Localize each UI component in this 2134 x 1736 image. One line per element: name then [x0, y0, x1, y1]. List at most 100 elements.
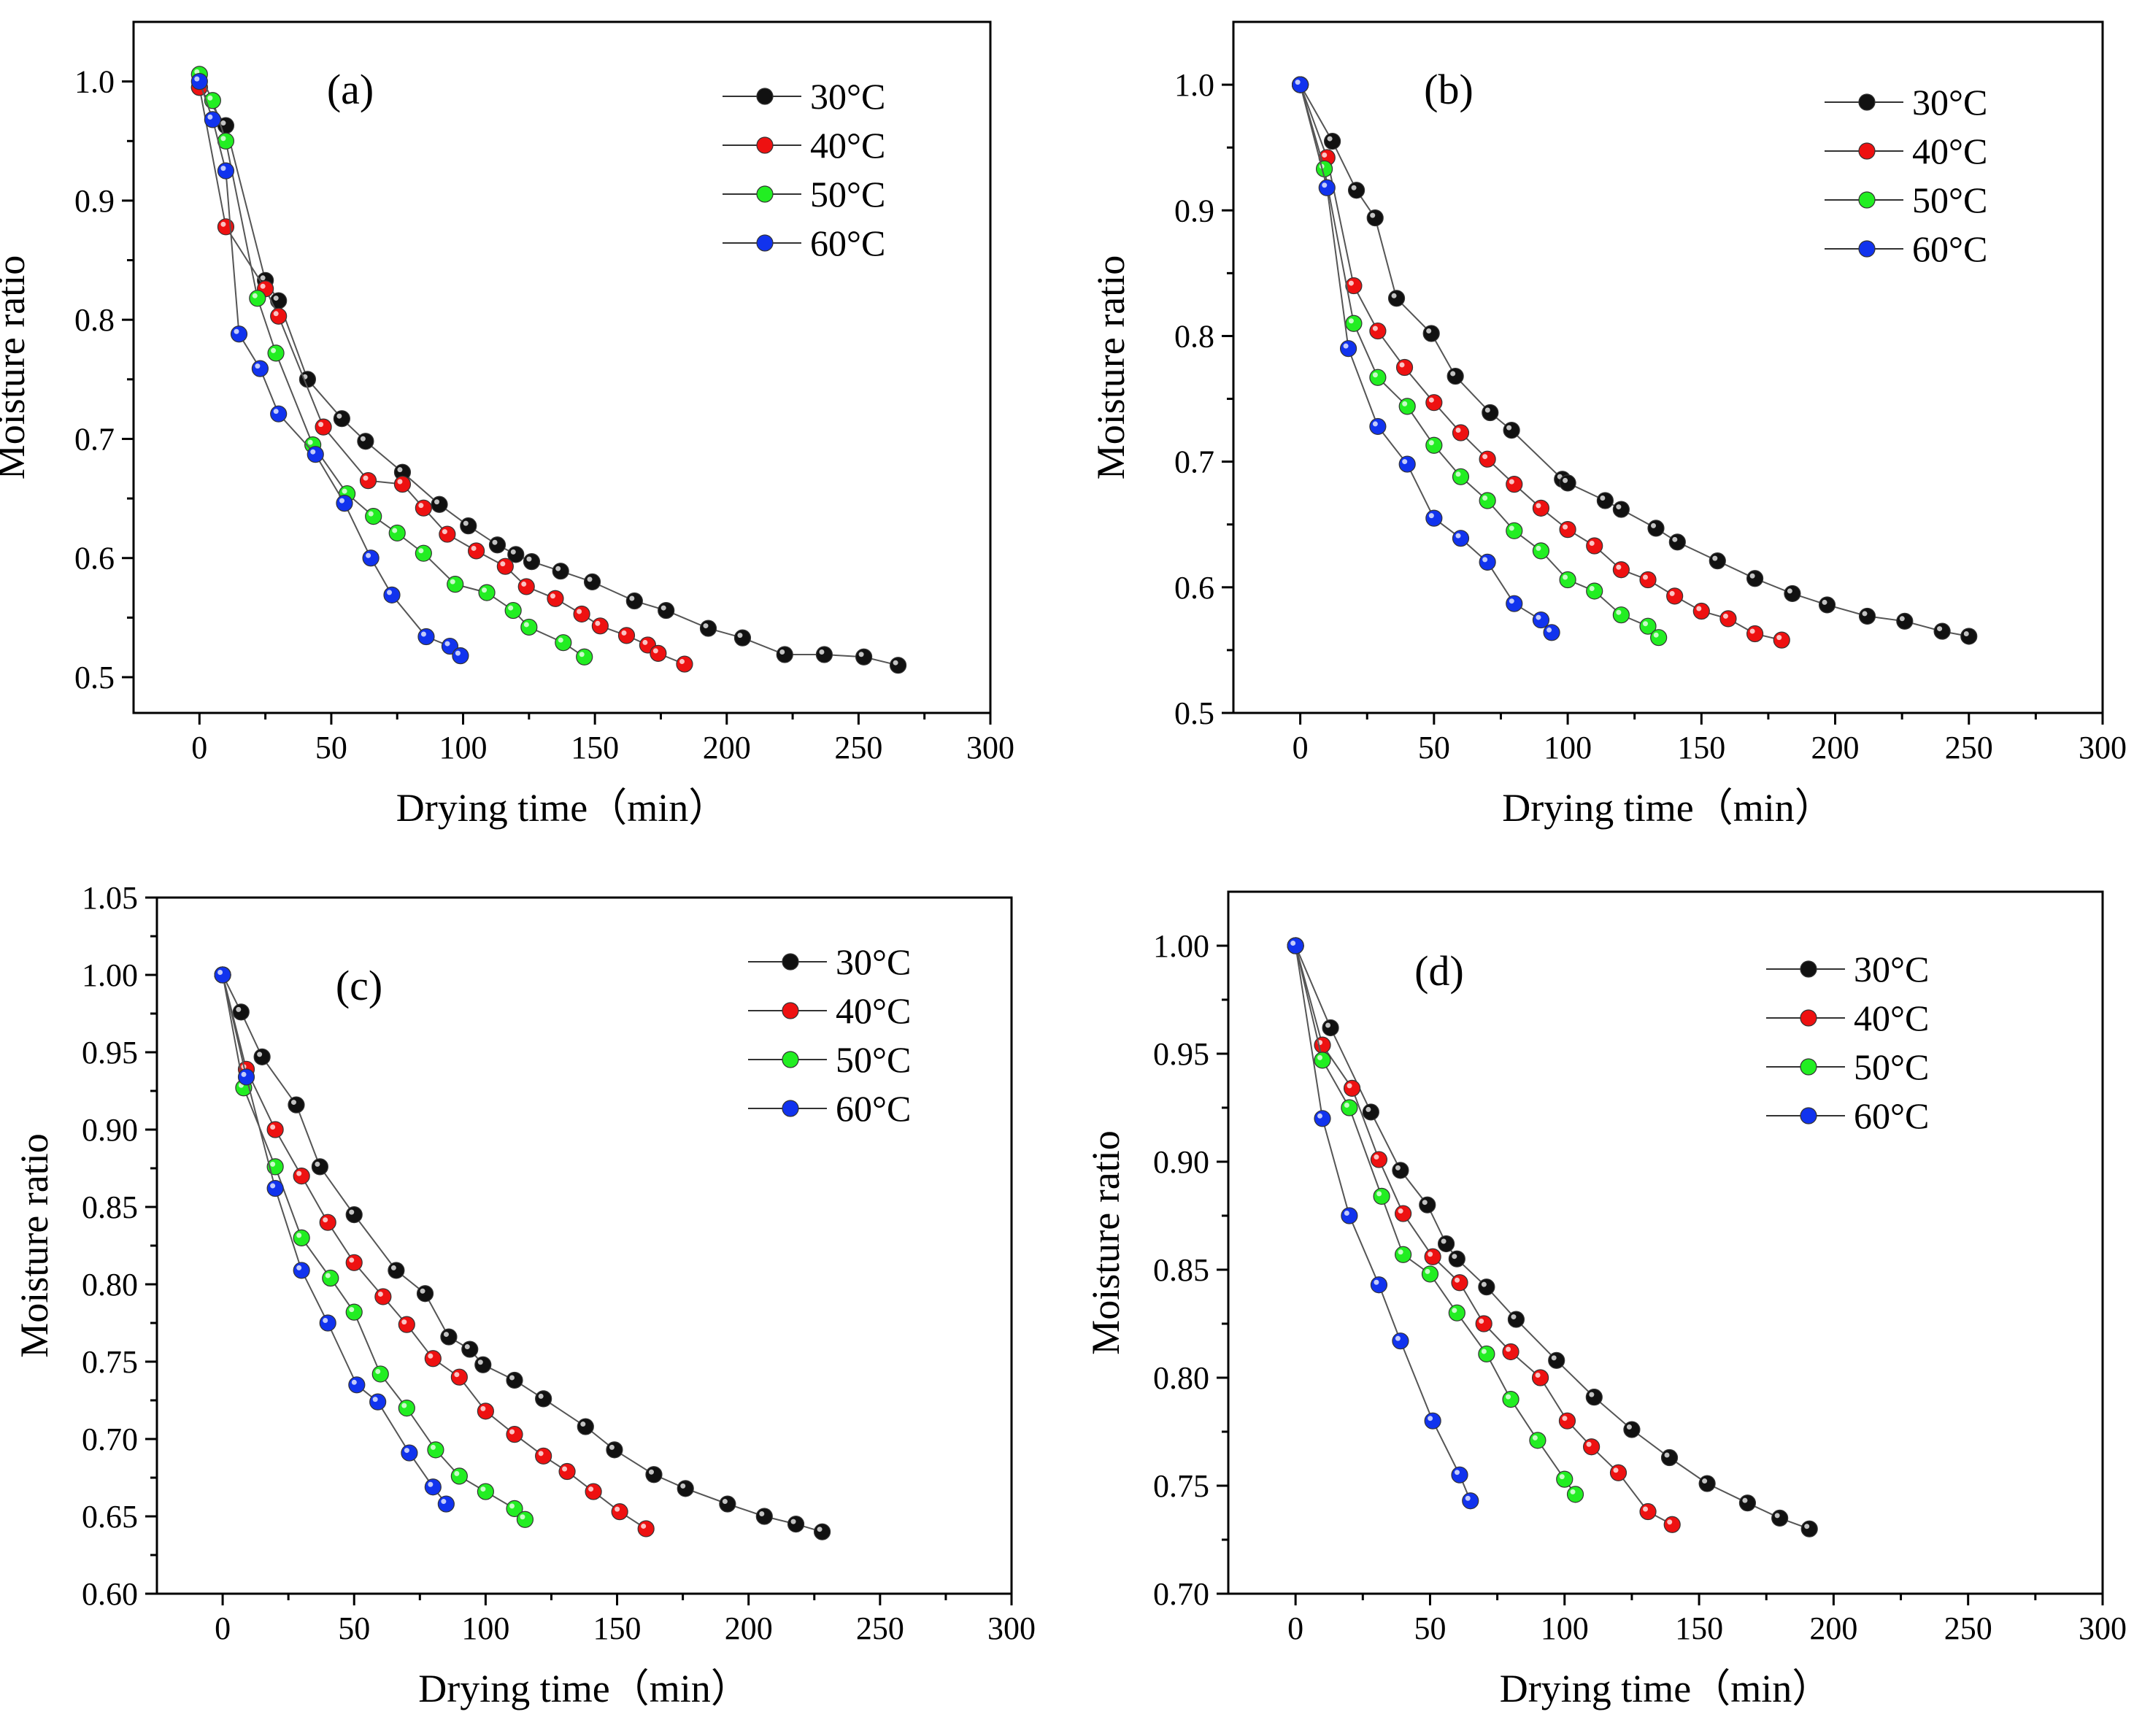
data-point-highlight: [1422, 1200, 1428, 1205]
data-point: [374, 1288, 392, 1305]
x-tick-label: 0: [1287, 1610, 1303, 1646]
legend-marker: [782, 953, 799, 971]
data-point-highlight: [323, 1318, 328, 1323]
data-point: [583, 573, 601, 590]
x-tick-label: 50: [1418, 730, 1450, 765]
data-point-highlight: [1402, 401, 1408, 406]
data-point-highlight: [1290, 941, 1296, 946]
data-point: [474, 1356, 492, 1373]
data-point: [450, 1467, 468, 1485]
data-point-highlight: [434, 499, 440, 505]
data-point-highlight: [375, 1368, 381, 1374]
data-point-highlight: [220, 136, 226, 142]
legend-entry: 30°C: [1912, 82, 1987, 123]
x-tick-label: 150: [1675, 1610, 1723, 1646]
data-point: [1322, 1019, 1339, 1037]
data-point-highlight: [1589, 540, 1595, 546]
data-point-highlight: [538, 1393, 544, 1399]
data-point-highlight: [1643, 1506, 1649, 1512]
data-point-highlight: [273, 409, 279, 414]
data-point: [322, 1269, 339, 1287]
data-point: [558, 1462, 576, 1481]
x-tick-label: 150: [593, 1610, 642, 1646]
data-point: [315, 418, 332, 436]
data-point: [424, 1478, 442, 1496]
plot-frame: [132, 20, 992, 714]
y-tick-label: 0.75: [1153, 1468, 1209, 1504]
panel-label: (b): [1424, 66, 1474, 113]
data-point-highlight: [1317, 1054, 1323, 1060]
x-tick-label: 300: [2079, 1610, 2127, 1646]
data-point: [204, 111, 221, 128]
data-point: [1341, 1099, 1358, 1116]
data-point: [1292, 76, 1309, 93]
data-point-highlight: [1722, 613, 1728, 619]
data-point: [266, 1121, 284, 1138]
data-point: [1506, 522, 1523, 539]
data-point: [787, 1516, 805, 1533]
data-point: [293, 1167, 310, 1185]
data-point: [270, 307, 288, 325]
data-point-highlight: [296, 1265, 302, 1270]
data-point-highlight: [1776, 635, 1782, 641]
data-point-highlight: [580, 1421, 586, 1427]
data-point-highlight: [1481, 1281, 1487, 1287]
data-point: [1373, 1187, 1390, 1205]
data-point: [1462, 1492, 1479, 1510]
data-point-highlight: [1295, 80, 1301, 85]
data-point: [415, 544, 432, 562]
data-point-highlight: [1343, 343, 1349, 349]
data-point-highlight: [273, 296, 279, 301]
data-point: [1933, 622, 1951, 640]
data-point: [270, 405, 288, 423]
data-point: [1452, 468, 1470, 485]
data-point-highlight: [629, 595, 635, 601]
data-point: [1746, 625, 1764, 643]
data-point-highlight: [1702, 1478, 1708, 1484]
data-point: [1960, 628, 1978, 645]
data-point: [1609, 1464, 1628, 1481]
data-point: [1771, 1509, 1789, 1527]
data-point: [461, 1340, 479, 1358]
y-axis-title: Moisture ratio: [0, 255, 33, 479]
data-point-highlight: [1509, 525, 1514, 531]
data-point: [253, 1048, 271, 1065]
panel-d: 0 50 100 150 200 250 300 0.70 0.75 0.80 0.85 0.90 0.…: [1084, 890, 2127, 1710]
data-point: [1424, 1248, 1441, 1265]
data-point: [1392, 1332, 1409, 1350]
data-point-highlight: [779, 649, 785, 655]
data-point-highlight: [420, 631, 426, 637]
data-point: [1392, 1162, 1409, 1179]
data-point-highlight: [1455, 533, 1461, 539]
data-point-highlight: [397, 467, 403, 473]
data-point-highlight: [1455, 1470, 1460, 1475]
data-point-highlight: [1536, 545, 1541, 551]
data-point: [1448, 1304, 1465, 1322]
data-point-highlight: [252, 293, 258, 298]
data-point-highlight: [759, 1511, 765, 1516]
data-point-highlight: [1749, 573, 1755, 579]
data-point-highlight: [315, 1161, 320, 1167]
data-point-highlight: [1372, 372, 1378, 378]
data-point: [365, 507, 382, 525]
data-point: [555, 634, 572, 652]
data-point: [1398, 455, 1416, 473]
data-point-highlight: [1351, 185, 1357, 190]
data-point: [1394, 1205, 1412, 1222]
data-point: [677, 1480, 694, 1497]
y-tick-label: 1.05: [82, 880, 138, 916]
data-point: [1394, 1246, 1412, 1263]
y-tick-label: 1.00: [1153, 928, 1209, 964]
y-tick-label: 0.90: [1153, 1144, 1209, 1180]
data-point: [357, 433, 374, 450]
data-point: [1452, 424, 1470, 441]
data-point-highlight: [363, 475, 369, 481]
legend-entry: 30°C: [1854, 949, 1929, 989]
data-point: [1596, 492, 1614, 509]
data-point-highlight: [482, 587, 488, 593]
data-point: [1424, 1412, 1441, 1430]
data-point-highlight: [509, 1375, 515, 1381]
data-point-highlight: [1365, 1106, 1371, 1112]
data-point: [336, 495, 353, 512]
data-point: [1425, 509, 1443, 527]
